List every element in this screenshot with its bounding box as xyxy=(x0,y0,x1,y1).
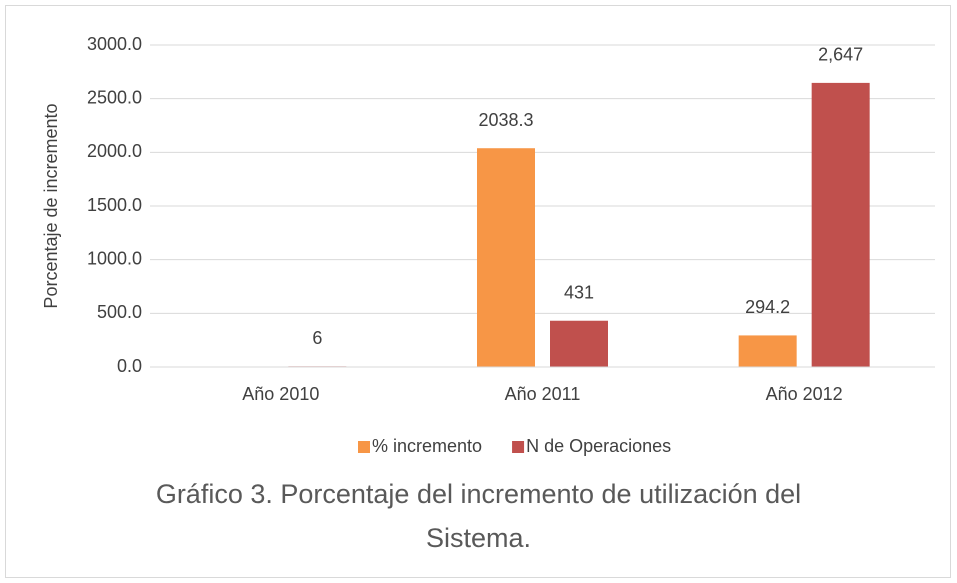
x-tick-label: Año 2010 xyxy=(242,384,319,404)
legend-label: % incremento xyxy=(372,436,482,456)
bar xyxy=(738,335,797,367)
legend-swatch xyxy=(358,441,370,453)
data-label: 2,647 xyxy=(818,45,863,65)
y-tick-label: 3000.0 xyxy=(87,34,142,54)
x-tick-label: Año 2012 xyxy=(766,384,843,404)
y-axis-label: Porcentaje de incremento xyxy=(41,103,61,308)
bar xyxy=(550,320,608,367)
y-tick-label: 500.0 xyxy=(97,302,142,322)
bar xyxy=(477,148,535,367)
y-tick-label: 1000.0 xyxy=(87,248,142,268)
y-tick-label: 1500.0 xyxy=(87,195,142,215)
caption: Gráfico 3. Porcentaje del incremento de … xyxy=(155,479,802,553)
y-tick-label: 2000.0 xyxy=(87,141,142,161)
bar xyxy=(811,82,870,367)
y-tick-label: 0.0 xyxy=(117,356,142,376)
data-label: 431 xyxy=(564,282,594,302)
data-label: 2038.3 xyxy=(478,110,533,130)
legend-label: N de Operaciones xyxy=(526,436,671,456)
legend-swatch xyxy=(512,441,525,453)
y-tick-label: 2500.0 xyxy=(87,87,142,107)
data-label: 294.2 xyxy=(745,297,790,317)
x-tick-label: Año 2011 xyxy=(505,384,581,404)
data-label: 6 xyxy=(312,328,322,348)
